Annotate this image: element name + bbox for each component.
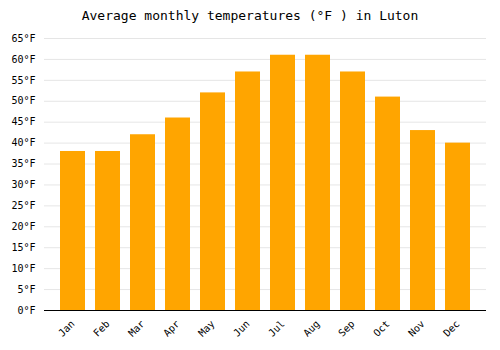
svg-text:5°F: 5°F: [17, 284, 35, 295]
svg-text:65°F: 65°F: [11, 33, 35, 44]
svg-text:35°F: 35°F: [11, 158, 35, 169]
svg-text:20°F: 20°F: [11, 221, 35, 232]
svg-text:60°F: 60°F: [11, 54, 35, 65]
svg-text:0°F: 0°F: [17, 305, 35, 316]
svg-text:10°F: 10°F: [11, 263, 35, 274]
svg-text:Jan: Jan: [56, 318, 77, 339]
svg-text:May: May: [196, 318, 217, 339]
svg-text:Dec: Dec: [441, 318, 462, 339]
svg-text:50°F: 50°F: [11, 95, 35, 106]
svg-text:45°F: 45°F: [11, 116, 35, 127]
svg-text:Sep: Sep: [336, 318, 357, 339]
svg-text:Jul: Jul: [266, 318, 287, 339]
svg-text:40°F: 40°F: [11, 137, 35, 148]
svg-text:Nov: Nov: [406, 318, 427, 339]
svg-text:30°F: 30°F: [11, 179, 35, 190]
svg-text:15°F: 15°F: [11, 242, 35, 253]
svg-text:25°F: 25°F: [11, 200, 35, 211]
svg-text:Apr: Apr: [161, 318, 182, 339]
svg-text:Aug: Aug: [301, 318, 322, 339]
html-text:Average monthly temperatures (: Average monthly temperatures (°F ) in Lu…: [81, 8, 419, 23]
svg-text:Mar: Mar: [126, 318, 147, 339]
svg-text:Feb: Feb: [91, 318, 112, 339]
svg-text:Jun: Jun: [231, 318, 252, 339]
svg-text:Oct: Oct: [371, 318, 392, 339]
svg-text:55°F: 55°F: [11, 75, 35, 86]
